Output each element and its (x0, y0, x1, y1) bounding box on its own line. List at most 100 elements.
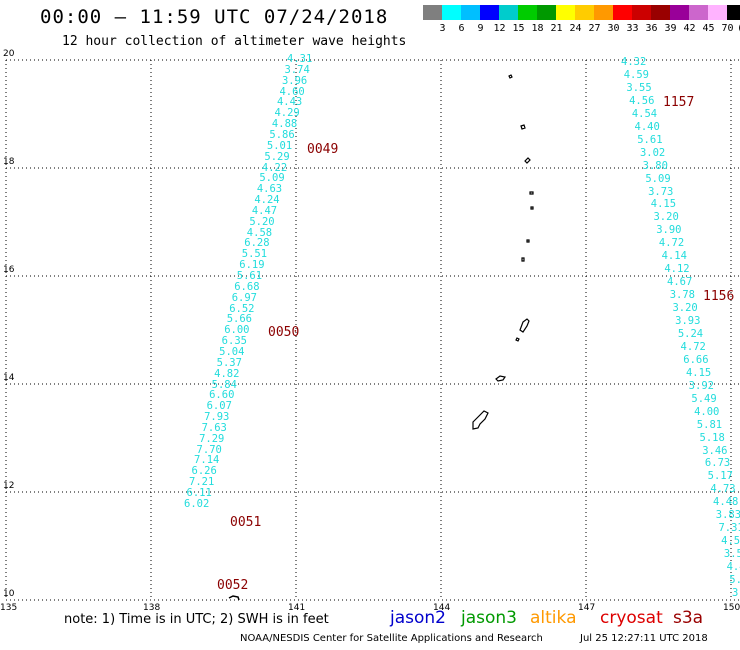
color-scale-label: 30 (607, 23, 620, 34)
wave-height-value: 3.83 (715, 509, 740, 522)
wave-height-value: 4.15 (650, 198, 677, 211)
wave-height-value: 3.90 (656, 224, 682, 237)
pass-time-label: 0049 (307, 142, 339, 157)
wave-height-value: 3.74 (284, 63, 310, 76)
wave-height-value: 4.58 (246, 226, 273, 239)
wave-height-value: 6.66 (683, 353, 709, 366)
wave-height-value: 4.47 (251, 204, 278, 217)
wave-height-value: 3.55 (626, 81, 652, 94)
island-f (521, 257, 525, 262)
wave-height-value: 4.22 (261, 161, 288, 174)
color-scale-swatch (594, 5, 613, 20)
color-scale-swatch (518, 5, 537, 20)
wave-height-value: 5.61 (637, 133, 663, 146)
wave-height-value: 4.67 (667, 276, 693, 289)
pass-time-label: 0052 (217, 578, 249, 593)
color-scale-swatch (632, 5, 651, 20)
color-scale-label: 42 (683, 23, 696, 34)
color-scale-label: 12 (493, 23, 506, 34)
wave-height-value: 6.26 (191, 465, 217, 478)
color-scale-label: 15 (512, 23, 525, 34)
wave-height-value: 3.53 (723, 548, 740, 561)
wave-height-value: 6.28 (244, 237, 270, 250)
wave-height-value: 6.19 (239, 259, 265, 272)
map-title: 00:00 – 11:59 UTC 07/24/2018 (40, 6, 389, 28)
color-scale-swatch (423, 5, 442, 20)
latitude-label: 14 (3, 373, 15, 383)
wave-height-value: 3.96 (281, 74, 308, 87)
wave-height-value: 6.60 (209, 389, 235, 402)
color-scale-swatch (708, 5, 727, 20)
island-tinian (515, 337, 520, 342)
wave-height-value: 5.49 (691, 392, 717, 405)
island-south (228, 595, 240, 601)
wave-height-value: 4.72 (680, 340, 706, 353)
color-scale-label: (ft) (737, 23, 740, 34)
wave-height-value: 4.43 (276, 96, 303, 109)
pass-time-label: 1157 (663, 95, 695, 110)
wave-height-value: 7.63 (201, 421, 227, 434)
wave-height-value: 4.82 (214, 367, 240, 380)
wave-height-value: 5.81 (696, 418, 723, 431)
wave-height-value: 3.78 (669, 289, 696, 302)
wave-height-value: 6.07 (206, 400, 232, 413)
wave-height-value: 7.14 (194, 454, 220, 467)
map-subtitle: 12 hour collection of altimeter wave hei… (62, 34, 407, 49)
wave-height-value: 4.40 (634, 120, 660, 133)
wave-height-value: 4.31 (287, 53, 313, 65)
wave-height-value: 5.04 (219, 345, 245, 358)
wave-height-value: 4.60 (279, 85, 305, 98)
generated-timestamp: Jul 25 12:27:11 UTC 2018 (580, 633, 708, 644)
wave-height-value: 5.18 (699, 431, 725, 444)
color-scale-swatch (499, 5, 518, 20)
island-saipan (519, 318, 530, 333)
color-scale-swatch (480, 5, 499, 20)
color-scale-label: 3 (439, 23, 446, 34)
wave-height-value: 4.24 (254, 194, 280, 207)
wave-height-value: 3.02 (639, 146, 666, 159)
wave-height-value: 4.12 (664, 263, 690, 276)
wave-height-value: 6.73 (704, 457, 731, 470)
wave-height-value: 6.97 (231, 291, 258, 304)
wave-height-value: 5.51 (241, 248, 268, 261)
wave-height-value: 5.3 (729, 574, 740, 586)
wave-height-value: 5.86 (269, 128, 295, 141)
latitude-label: 16 (3, 265, 15, 275)
color-scale-label: 18 (531, 23, 544, 34)
wave-height-value: 7.29 (199, 432, 225, 445)
wave-height-value: 4.48 (713, 496, 739, 509)
wave-height-value: 5.09 (259, 172, 285, 185)
satellite-legend-altika: altika (530, 608, 577, 628)
island-b (524, 157, 531, 164)
satellite-legend-jason2: jason2 (390, 608, 446, 628)
color-scale-label: 24 (569, 23, 582, 34)
island-north (508, 74, 513, 79)
wave-height-value: 4.49 (726, 561, 740, 574)
island-e (526, 239, 530, 243)
pass-time-label: 0050 (268, 325, 300, 340)
wave-height-value: 4.14 (661, 250, 687, 263)
latitude-label: 10 (3, 589, 15, 599)
wave-height-value: 6.52 (229, 302, 255, 315)
wave-height-value: 4.72 (658, 237, 685, 250)
wave-height-value: 6.35 (221, 335, 247, 348)
wave-height-value: 6.11 (186, 487, 212, 499)
wave-height-value: 5.29 (264, 150, 290, 163)
longitude-label: 141 (288, 603, 306, 613)
wave-height-value: 4.73 (710, 483, 736, 496)
wave-height-value: 5.09 (645, 172, 671, 185)
latitude-label: 12 (3, 481, 15, 491)
wave-height-value: 4.88 (271, 118, 298, 131)
wave-height-value: 7.70 (196, 443, 222, 456)
wave-height-value: 4.15 (685, 366, 712, 379)
wave-height-value: 5.24 (677, 327, 704, 340)
wave-height-value: 7.21 (189, 476, 215, 489)
longitude-label: 147 (578, 603, 596, 613)
wave-height-value: 4.32 (621, 56, 647, 68)
color-scale-swatch (670, 5, 689, 20)
color-scale-swatch (651, 5, 670, 20)
wave-height-value: 4.59 (623, 68, 649, 81)
latitude-label: 18 (3, 157, 15, 167)
island-d (530, 206, 534, 210)
